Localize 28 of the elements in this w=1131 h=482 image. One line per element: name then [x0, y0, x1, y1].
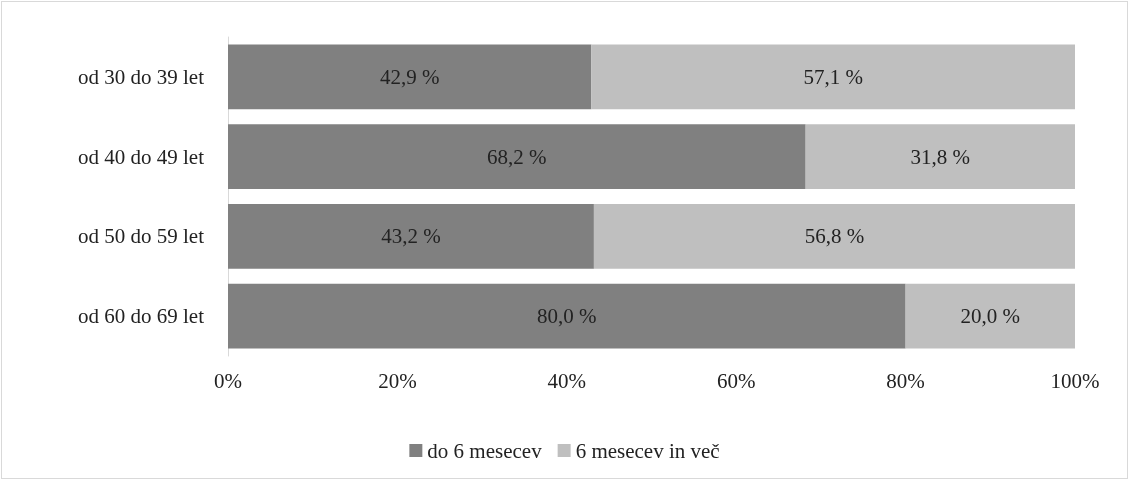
bar [905, 283, 1075, 349]
data-label: 42,9 % [379, 64, 440, 89]
y-tick-label: od 40 do 49 let [78, 144, 205, 169]
legend-label: do 6 mesecev [427, 438, 543, 463]
x-tick-label: 20% [378, 368, 417, 393]
data-label: 56,8 % [804, 224, 865, 249]
x-tick-label: 40% [547, 368, 587, 393]
bar [593, 204, 1075, 269]
bar [805, 124, 1075, 189]
x-tick-label: 60% [716, 368, 756, 393]
data-label: 43,2 % [381, 224, 441, 249]
data-label: 20,0 % [960, 304, 1021, 329]
bar [228, 44, 592, 110]
data-label: 68,2 % [487, 144, 547, 169]
data-label: 80,0 % [537, 304, 597, 329]
x-tick-label: 100% [1050, 368, 1100, 393]
bar [228, 283, 906, 349]
data-label: 57,1 % [803, 64, 863, 89]
bar [228, 124, 806, 189]
x-tick-label: 80% [886, 368, 925, 393]
x-tick-label: 0% [214, 368, 242, 393]
y-tick-label: od 50 do 59 let [78, 224, 205, 249]
data-label: 31,8 % [910, 144, 971, 169]
bar [228, 204, 594, 269]
bar [591, 44, 1075, 110]
y-tick-label: od 30 do 39 let [78, 64, 205, 89]
y-tick-label: od 60 do 69 let [78, 304, 205, 329]
legend-label: 6 mesecev in več [575, 438, 720, 463]
